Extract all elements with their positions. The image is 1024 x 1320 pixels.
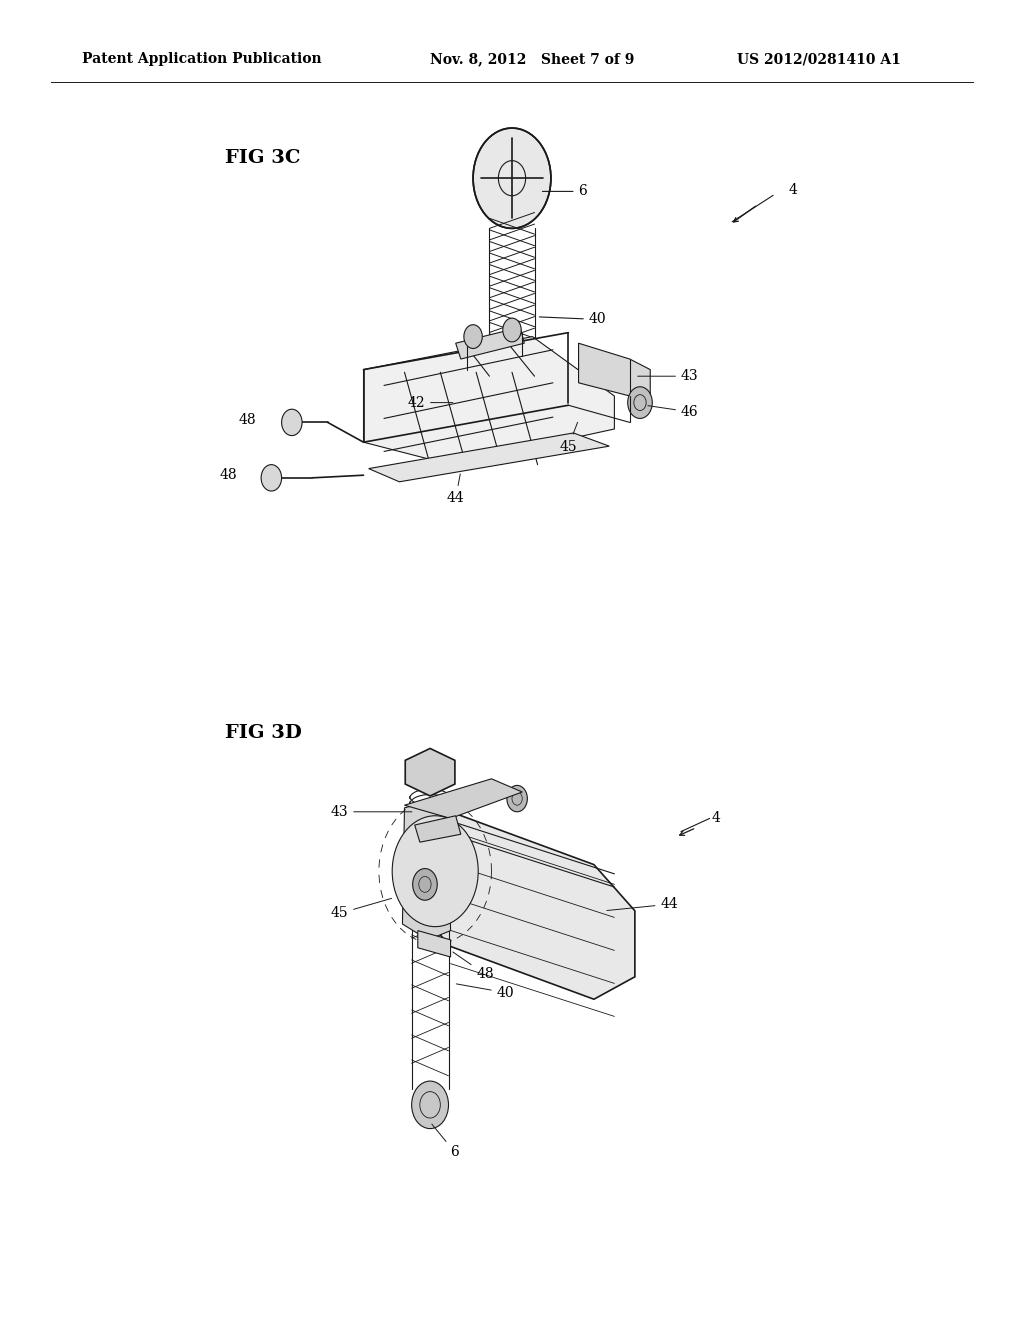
Circle shape (412, 1081, 449, 1129)
Text: 6: 6 (543, 185, 588, 198)
Text: 6: 6 (432, 1125, 460, 1159)
Polygon shape (402, 803, 451, 940)
Text: 4: 4 (788, 183, 798, 197)
Polygon shape (418, 931, 451, 957)
Circle shape (507, 785, 527, 812)
Polygon shape (369, 433, 609, 482)
Circle shape (464, 325, 482, 348)
Polygon shape (406, 748, 455, 796)
Text: 48: 48 (453, 952, 494, 981)
Polygon shape (415, 816, 461, 842)
Text: Patent Application Publication: Patent Application Publication (82, 53, 322, 66)
Text: US 2012/0281410 A1: US 2012/0281410 A1 (737, 53, 901, 66)
Text: Nov. 8, 2012   Sheet 7 of 9: Nov. 8, 2012 Sheet 7 of 9 (430, 53, 635, 66)
Text: 42: 42 (408, 396, 453, 409)
Circle shape (473, 128, 551, 228)
Text: 48: 48 (239, 413, 256, 426)
Text: 48: 48 (220, 469, 238, 482)
Text: FIG 3C: FIG 3C (225, 149, 301, 168)
Text: 4: 4 (712, 812, 721, 825)
Text: 45: 45 (559, 422, 578, 454)
Circle shape (413, 869, 437, 900)
Polygon shape (410, 812, 635, 999)
Circle shape (628, 387, 652, 418)
Polygon shape (579, 343, 650, 403)
Text: 46: 46 (648, 405, 698, 418)
Text: 44: 44 (607, 898, 678, 911)
Text: 43: 43 (638, 370, 698, 383)
Text: FIG 3D: FIG 3D (225, 723, 302, 742)
Circle shape (282, 409, 302, 436)
Circle shape (261, 465, 282, 491)
Polygon shape (404, 779, 522, 818)
Text: 43: 43 (331, 805, 412, 818)
Text: 45: 45 (331, 899, 391, 920)
Polygon shape (456, 327, 524, 359)
Polygon shape (364, 337, 614, 465)
Circle shape (392, 816, 478, 927)
Text: 40: 40 (540, 313, 606, 326)
Text: 40: 40 (457, 983, 514, 999)
Text: 44: 44 (446, 474, 465, 506)
Circle shape (503, 318, 521, 342)
